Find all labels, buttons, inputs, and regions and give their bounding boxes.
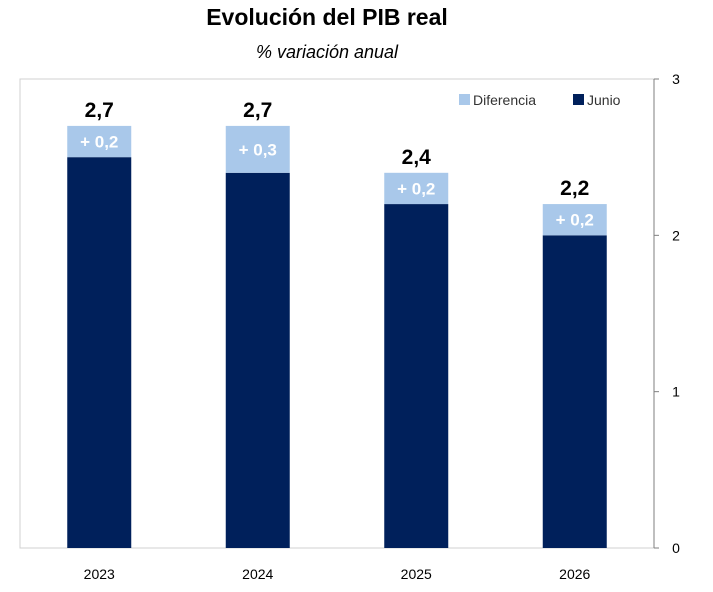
- x-tick-label-2023: 2023: [84, 566, 115, 582]
- chart-subtitle: % variación anual: [256, 42, 399, 62]
- legend: Diferencia Junio: [459, 92, 621, 108]
- diff-label-2025: + 0,2: [397, 179, 435, 198]
- y-axis-ticks: 0 1 2 3: [654, 71, 680, 556]
- x-tick-label-2024: 2024: [242, 566, 273, 582]
- total-label-2023: 2,7: [85, 99, 114, 122]
- bar-diferencia-2025: [384, 172, 449, 205]
- diff-label-2023: + 0,2: [80, 133, 118, 152]
- x-tick-label-2025: 2025: [401, 566, 432, 582]
- legend-swatch-diferencia: [459, 94, 470, 105]
- legend-swatch-junio: [573, 94, 584, 105]
- x-axis-ticks: 2023 2024 2025 2026: [84, 566, 591, 582]
- labels-group: + 0,2 2,7 + 0,3 2,7 + 0,2 2,4 + 0,2 2,2: [80, 99, 594, 230]
- y-tick-label-3: 3: [672, 71, 680, 87]
- bar-junio-2026: [542, 235, 607, 549]
- total-label-2025: 2,4: [402, 146, 432, 169]
- bar-diferencia-2026: [542, 204, 607, 236]
- diff-label-2026: + 0,2: [556, 211, 594, 230]
- y-tick-label-1: 1: [672, 384, 680, 400]
- bar-junio-2023: [67, 157, 132, 548]
- bar-junio-2025: [384, 204, 449, 549]
- bars-group: [67, 125, 607, 549]
- bar-junio-2024: [225, 172, 290, 549]
- x-tick-label-2026: 2026: [559, 566, 590, 582]
- y-tick-label-0: 0: [672, 540, 680, 556]
- bar-diferencia-2024: [225, 125, 290, 173]
- bar-diferencia-2023: [67, 125, 132, 158]
- legend-label-diferencia: Diferencia: [473, 92, 536, 108]
- legend-label-junio: Junio: [587, 92, 621, 108]
- chart-title: Evolución del PIB real: [206, 4, 448, 30]
- total-label-2026: 2,2: [560, 177, 589, 200]
- y-tick-label-2: 2: [672, 227, 680, 243]
- diff-label-2024: + 0,3: [239, 140, 277, 159]
- total-label-2024: 2,7: [243, 99, 272, 122]
